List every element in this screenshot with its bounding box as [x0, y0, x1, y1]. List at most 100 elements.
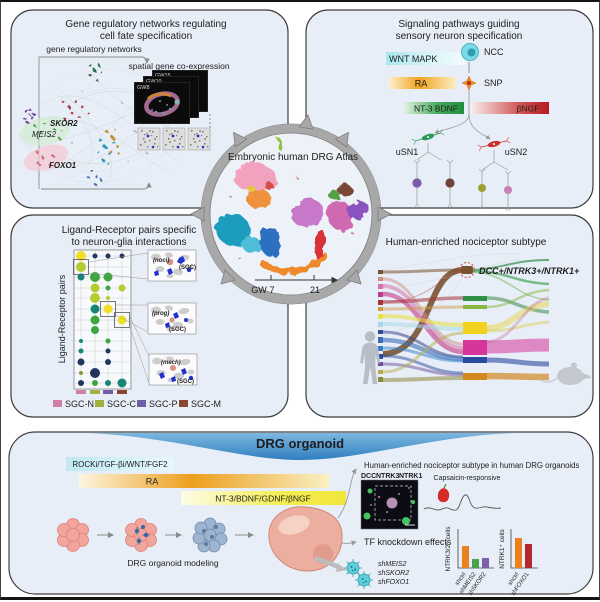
ra-label: RA [415, 79, 428, 89]
sankey-right-bars [461, 266, 487, 380]
chart1-bar-shskor2 [482, 558, 489, 568]
rocki-label: ROCKi/TGF-βi/WNT/FGF2 [72, 460, 168, 469]
grn-spatial-label: spatial gene co-expression [128, 61, 229, 71]
img-label-ntrk1: NTRK1 [399, 473, 422, 480]
usn1-child-neuron-purple [412, 159, 422, 208]
lr-inset-leader-lines [88, 252, 150, 384]
center-title: Embryonic human DRG Atlas [228, 152, 358, 163]
usn1-lineage-tree [416, 143, 442, 161]
usn2-child-neuron-pink [504, 170, 512, 212]
img-label-dcc: DCC [361, 473, 376, 480]
nt3b-label: NT-3/BDNF/GDNF/βNGF [215, 494, 311, 504]
section-signaling: Signaling pathways guiding sensory neuro… [386, 19, 549, 212]
nt3-bdnf-label: NT-3 BDNF [414, 104, 458, 114]
legend-label-sgc-m: SGC-M [191, 399, 221, 409]
section-organoid: DRG organoid ROCKi/TGF-βi/WNT/FGF2 RA NT… [57, 433, 579, 597]
ncc-cell-icon [461, 43, 479, 61]
inset-prog-type-label: (prog) [152, 311, 169, 317]
rocki-gradient-bar [66, 457, 174, 471]
sankey-left-bars [378, 270, 383, 382]
human-silhouette-icon [360, 331, 381, 385]
inset-noci-sgc-label: (SGC) [179, 265, 196, 271]
grn-title-line1: Gene regulatory networks regulating [65, 19, 226, 30]
grn-title-line2: cell fate specification [100, 31, 192, 42]
sh-label-skor2: shSKOR2 [378, 570, 409, 577]
organoid-stage2-icon [125, 518, 157, 552]
nociceptor-node-highlight-circle [459, 262, 475, 278]
spatial-gw-front-label: GW8 [137, 85, 150, 91]
bngf-gradient-bar [471, 102, 549, 114]
organoid-stage3-icon [192, 517, 228, 553]
wnt-mapk-gradient-bar [386, 52, 466, 65]
nt3b-gradient-bar [181, 491, 346, 505]
usn2-neuron-icon [477, 137, 511, 151]
lr-title-line1: Ligand-Receptor pairs specific [62, 225, 197, 236]
inset-prog-sgc-label: (SGC) [169, 327, 186, 333]
ra2-gradient-bar [79, 474, 329, 488]
usn1-label: uSN1 [396, 147, 419, 157]
lr-inset-noci: (noci) (SGC) [147, 249, 197, 282]
organoid-microscopy-image: DCC NTRK3 NTRK1 [360, 473, 422, 530]
lr-column-ticks [76, 390, 127, 394]
snp-fork-lines [434, 90, 491, 140]
sh-label-foxo1: shFOXO1 [378, 579, 409, 586]
organoid-stage1-icon [57, 518, 89, 552]
legend-label-sgc-c: SGC-C [107, 399, 137, 409]
sh-label-meis2: shMEIS2 [378, 561, 407, 568]
coexpression-matrix-images [137, 127, 211, 151]
connector-to-tf-result [341, 540, 357, 546]
section-nociceptor: Human-enriched nociceptor subtype [360, 237, 591, 385]
noci-title: Human-enriched nociceptor subtype [386, 237, 547, 248]
usn2-child-neuron-olive [478, 168, 486, 210]
nociceptor-marker-label: DCC+/NTRK3+/NTRK1+ [479, 266, 580, 276]
grn-green-highlight [19, 116, 71, 146]
sig-title-line1: Signaling pathways guiding [398, 19, 519, 30]
inset-noci-type-label: (noci) [153, 258, 169, 264]
virus-icon-1 [343, 558, 363, 578]
snp-label: SNP [484, 78, 503, 88]
lr-inset-mech: (mech) (SGC) [148, 353, 198, 386]
legend-swatch-sgc-m [179, 400, 188, 407]
capsaicin-trace: Capsaicin-responsive [423, 475, 502, 511]
gene-label-foxo1: FOXO1 [49, 161, 77, 170]
chart1-bar-shmeis2 [472, 559, 479, 568]
capsaicin-label: Capsaicin-responsive [434, 475, 501, 482]
chart1-ylabel: NTRK3/2⁺ cells [445, 526, 452, 572]
img-label-ntrk3: NTRK3 [376, 473, 399, 480]
snp-cell-icon [461, 75, 477, 91]
chart2-bar-shctrl [515, 538, 522, 568]
legend-label-sgc-p: SGC-P [149, 399, 178, 409]
inset-mech-type-label: (mech) [161, 360, 181, 366]
legend-swatch-sgc-p [137, 400, 146, 407]
lr-dots [76, 251, 127, 388]
connector-to-nociceptor-result [337, 468, 357, 519]
grn-pink-highlight [23, 144, 69, 172]
usn1-child-neuron-brown [445, 159, 455, 208]
inset-mech-sgc-label: (SGC) [177, 379, 194, 385]
grn-network-label: gene regulatory networks [46, 44, 141, 54]
gene-label-skor2: SKOR2 [50, 119, 78, 128]
lr-legend: SGC-N SGC-C SGC-P SGC-M [53, 399, 221, 409]
lr-dotplot [73, 249, 132, 394]
gw-tick-start: 7 [269, 285, 274, 295]
ra2-label: RA [146, 477, 159, 487]
virus-icon-2 [354, 570, 374, 590]
lr-title-line2: to neuron-glia interactions [71, 237, 186, 248]
gene-label-meis2: MEIS2 [32, 130, 57, 139]
section-ligand-receptor: Ligand-Receptor pairs specific to neuron… [53, 225, 221, 409]
gw-axis: GW 7 21 [251, 275, 339, 295]
calcium-trace-line [423, 494, 502, 511]
ring-arrows [190, 114, 392, 285]
lr-yaxis-label: Ligand-Receptor pairs [57, 274, 67, 363]
legend-swatch-sgc-c [95, 400, 104, 407]
chart2-bar-shfoxo1 [525, 544, 532, 568]
organoid-result-tf-label: TF knockdown effects [364, 537, 452, 547]
usn2-lineage-tree [481, 150, 509, 171]
organoid-result-nociceptor-label: Human-enriched nociceptor subtype in hum… [364, 461, 579, 470]
nt3-bdnf-gradient-bar [404, 102, 464, 114]
organoid-to-virus-arrow [314, 555, 340, 570]
gw-tick-end: 21 [310, 285, 320, 295]
wnt-mapk-label: WNT MAPK [389, 54, 437, 64]
